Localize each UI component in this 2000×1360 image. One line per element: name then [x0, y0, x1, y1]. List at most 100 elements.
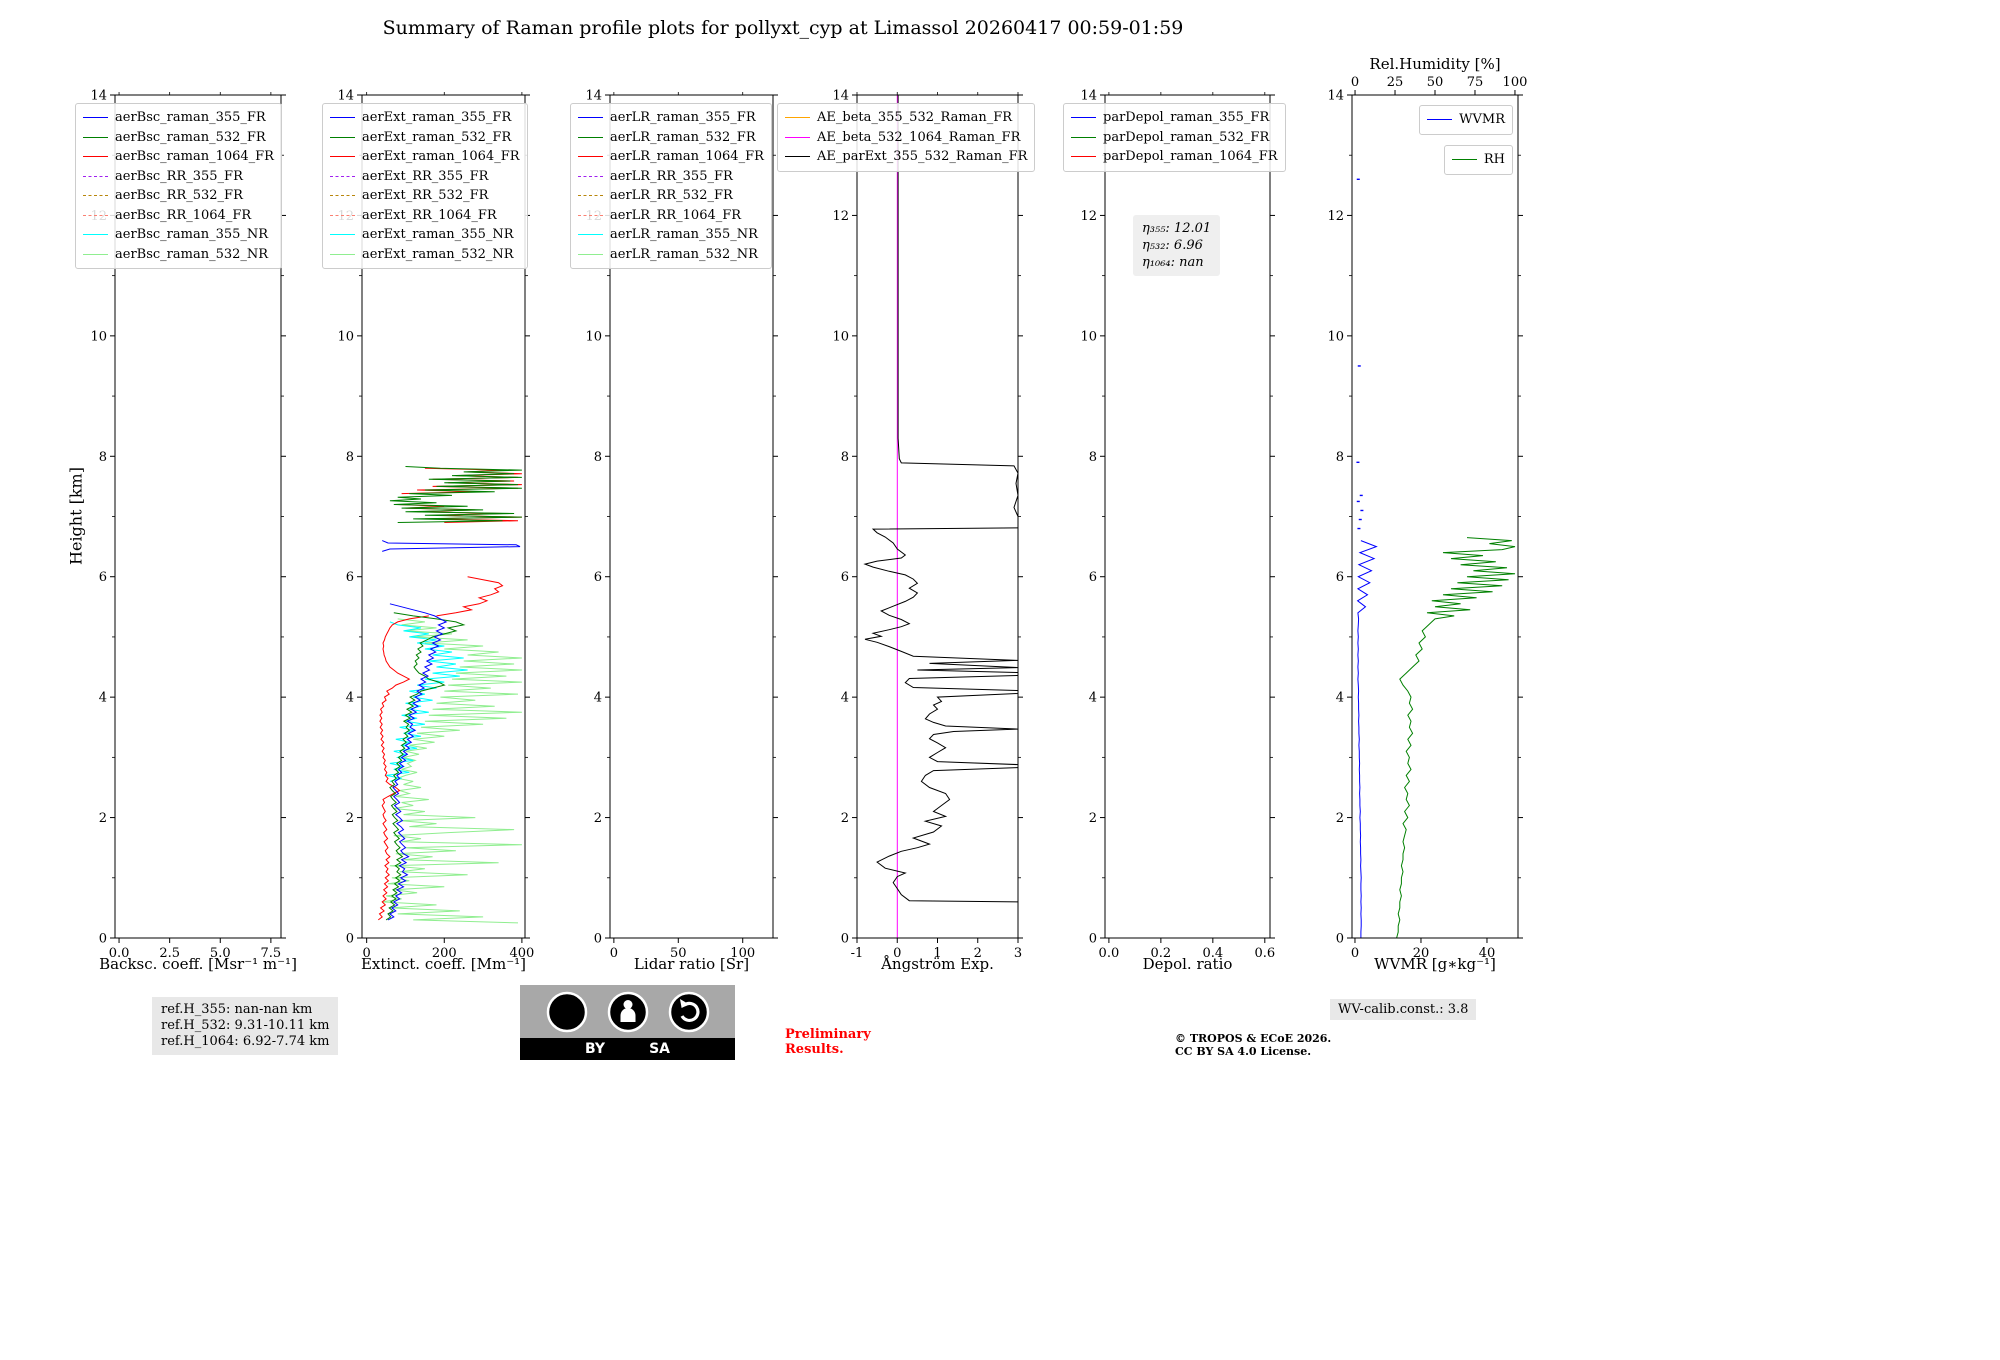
- legend: parDepol_raman_355_FR parDepol_raman_532_…: [1063, 103, 1286, 172]
- legend: aerLR_raman_355_FR aerLR_raman_532_FR aerL…: [570, 103, 772, 269]
- svg-text:10: 10: [1327, 329, 1344, 344]
- legend-item: aerExt_raman_355_FR: [330, 108, 520, 128]
- legend-line-sample: [578, 117, 603, 119]
- legend: WVMR: [1419, 105, 1513, 135]
- legend-label: WVMR: [1459, 112, 1505, 128]
- svg-text:0: 0: [1351, 75, 1359, 90]
- legend-line-sample: [785, 117, 810, 119]
- legend-label: aerBsc_raman_1064_FR: [115, 149, 274, 165]
- legend-line-sample: [578, 214, 603, 216]
- svg-text:0.4: 0.4: [1202, 946, 1223, 961]
- svg-text:10: 10: [1080, 329, 1097, 344]
- panel-depol-ratio: Depol. ratio 0 2 4 6 8 10 12 14 0.0 0.2 0.4 0.6 parD…: [1063, 89, 1286, 973]
- legend-item: RH: [1451, 150, 1505, 170]
- legend-item: aerExt_raman_355_NR: [330, 225, 520, 245]
- legend-line-sample: [1427, 119, 1453, 121]
- svg-text:14: 14: [1080, 89, 1097, 104]
- legend: aerExt_raman_355_FR aerExt_raman_532_FR ae…: [322, 103, 528, 269]
- legend-line-sample: [83, 195, 108, 197]
- svg-text:200: 200: [432, 946, 457, 961]
- legend-item: aerLR_RR_355_FR: [578, 167, 764, 187]
- legend-item: aerExt_raman_1064_FR: [330, 147, 520, 167]
- svg-text:8: 8: [594, 450, 602, 465]
- legend-label: AE_beta_532_1064_Raman_FR: [817, 129, 1021, 145]
- svg-text:8: 8: [1089, 450, 1097, 465]
- svg-text:2: 2: [594, 811, 602, 826]
- svg-text:1: 1: [933, 946, 941, 961]
- cc-icon-row: CC: [520, 985, 735, 1038]
- svg-text:0: 0: [1336, 932, 1344, 947]
- legend-label: aerLR_RR_1064_FR: [610, 207, 742, 223]
- legend-item: aerLR_raman_532_FR: [578, 128, 764, 148]
- svg-text:0: 0: [346, 932, 354, 947]
- svg-text:400: 400: [509, 946, 534, 961]
- plot-area: 0 2 4 6 8 10 12 14 0 20 40 0 25 50 75 100: [1327, 75, 1527, 961]
- legend-label: aerBsc_RR_1064_FR: [115, 207, 252, 223]
- plot-area: 0 2 4 6 8 10 12 14 0.0 0.2 0.4 0.6: [1080, 89, 1275, 962]
- svg-text:8: 8: [841, 450, 849, 465]
- panel-extinction: Extinct. coeff. [Mm⁻¹] 02468101214020040…: [322, 89, 534, 973]
- wv-calibration-box: WV-calib.const.: 3.8: [1330, 999, 1477, 1020]
- legend-line-sample: [83, 214, 108, 216]
- legend-label: aerExt_raman_355_FR: [362, 110, 512, 126]
- legend-item: aerLR_raman_532_NR: [578, 245, 764, 265]
- svg-text:0.0: 0.0: [109, 946, 130, 961]
- svg-text:0.0: 0.0: [1099, 946, 1120, 961]
- legend-line-sample: [1071, 117, 1096, 119]
- svg-text:8: 8: [1336, 450, 1344, 465]
- svg-text:0.2: 0.2: [1151, 946, 1172, 961]
- legend-item: AE_beta_532_1064_Raman_FR: [785, 128, 1027, 148]
- legend-item: aerLR_RR_532_FR: [578, 186, 764, 206]
- svg-text:25: 25: [1387, 75, 1404, 90]
- svg-text:0: 0: [610, 946, 618, 961]
- legend-line-sample: [578, 195, 603, 197]
- legend-line-sample: [785, 136, 810, 138]
- legend-line-sample: [578, 136, 603, 138]
- legend-label: aerLR_raman_532_FR: [610, 129, 756, 145]
- legend-line-sample: [1071, 156, 1096, 158]
- svg-text:10: 10: [832, 329, 849, 344]
- legend-line-sample: [1071, 136, 1096, 138]
- legend-item: aerLR_raman_355_FR: [578, 108, 764, 128]
- ref-height-1064: ref.H_1064: 6.92-7.74 km: [161, 1034, 330, 1049]
- legend-label: parDepol_raman_1064_FR: [1103, 149, 1278, 165]
- svg-text:6: 6: [594, 570, 602, 585]
- svg-text:0: 0: [99, 932, 107, 947]
- legend-label: aerLR_raman_1064_FR: [610, 149, 764, 165]
- eta-annotation-line: η₅₃₂: 6.96: [1142, 238, 1203, 253]
- svg-text:12: 12: [1327, 209, 1344, 224]
- legend-label: aerBsc_raman_355_FR: [115, 110, 266, 126]
- svg-text:50: 50: [670, 946, 687, 961]
- legend-item: aerExt_RR_1064_FR: [330, 206, 520, 226]
- legend-item: aerBsc_RR_532_FR: [83, 186, 274, 206]
- svg-text:4: 4: [99, 691, 107, 706]
- legend-line-sample: [83, 117, 108, 119]
- legend-line-sample: [330, 234, 355, 236]
- svg-text:14: 14: [1327, 89, 1344, 104]
- by-person-icon: [607, 991, 648, 1032]
- legend-label: aerLR_raman_355_FR: [610, 110, 756, 126]
- legend-item: aerBsc_RR_355_FR: [83, 167, 274, 187]
- svg-text:8: 8: [99, 450, 107, 465]
- svg-text:100: 100: [730, 946, 755, 961]
- panel-lidar-ratio: Lidar ratio [Sr] 02468101214050100aerLR_…: [570, 89, 778, 973]
- cc-by-label: BY: [585, 1041, 606, 1057]
- svg-text:3: 3: [1014, 946, 1022, 961]
- eta-annotation-line: η₃₅₅: 12.01: [1142, 221, 1212, 236]
- sa-arrow-icon: [668, 991, 709, 1032]
- ref-height-532: ref.H_532: 9.31-10.11 km: [161, 1018, 330, 1033]
- legend-line-sample: [578, 175, 603, 177]
- svg-text:10: 10: [337, 329, 354, 344]
- svg-text:4: 4: [1336, 691, 1344, 706]
- svg-text:10: 10: [90, 329, 107, 344]
- legend-line-sample: [83, 175, 108, 177]
- svg-text:0: 0: [1351, 946, 1359, 961]
- svg-text:0: 0: [594, 932, 602, 947]
- legend-label: AE_parExt_355_532_Raman_FR: [817, 149, 1028, 165]
- preliminary-note: Preliminary Results.: [785, 1027, 871, 1057]
- legend-label: aerBsc_raman_355_NR: [115, 227, 269, 243]
- x-axis-label-wvmr: WVMR [g∗kg⁻¹]: [1374, 955, 1496, 973]
- svg-text:6: 6: [99, 570, 107, 585]
